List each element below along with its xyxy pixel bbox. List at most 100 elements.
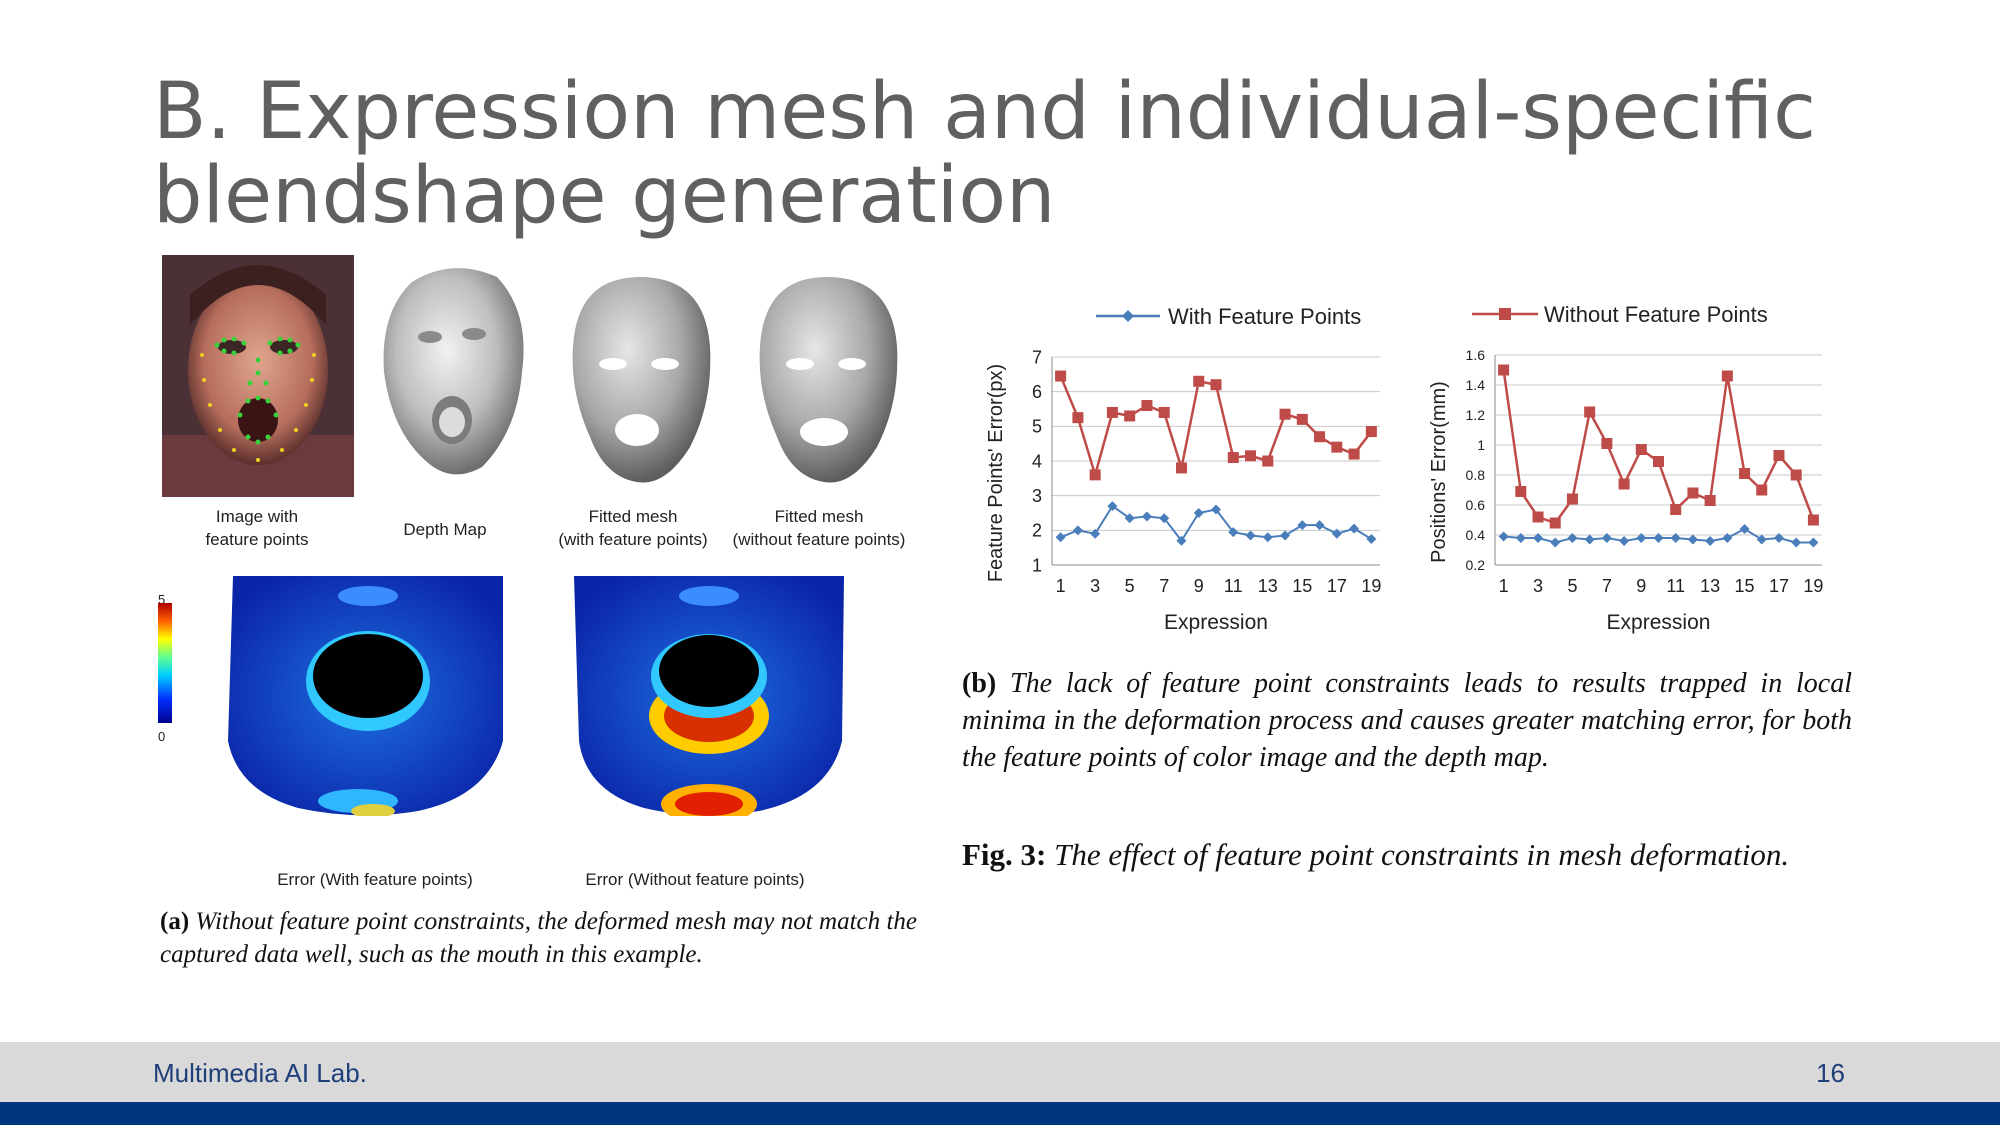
x-tick-label: 9 xyxy=(1636,576,1646,596)
data-point-with xyxy=(1619,536,1630,546)
legend-without-label: Without Feature Points xyxy=(1544,302,1768,327)
x-tick-label: 19 xyxy=(1361,576,1381,596)
data-point-with xyxy=(1349,523,1360,534)
data-point-with xyxy=(1498,531,1509,542)
caption-image-with-feature-points: Image with feature points xyxy=(172,505,342,551)
data-point-with xyxy=(1055,532,1066,543)
x-tick-label: 9 xyxy=(1194,576,1204,596)
y-axis-label: Positions' Error(mm) xyxy=(1428,381,1450,563)
x-axis-label: Expression xyxy=(1164,611,1268,634)
data-point-without xyxy=(1175,462,1187,474)
data-point-without xyxy=(1365,426,1377,438)
data-point-with xyxy=(1705,536,1716,546)
figure-b-caption: (b) The lack of feature point constraint… xyxy=(962,665,1852,776)
legend-without-feature-points: Without Feature Points xyxy=(1472,302,1768,327)
slide-title-line-1: B. Expression mesh and individual-specif… xyxy=(153,67,1817,157)
data-point-with xyxy=(1245,530,1256,541)
slide-title: B. Expression mesh and individual-specif… xyxy=(153,70,1953,238)
caption-error-without: Error (Without feature points) xyxy=(585,870,805,889)
x-tick-label: 3 xyxy=(1533,576,1543,596)
data-point-without xyxy=(1721,370,1733,382)
data-point-with xyxy=(1228,527,1239,538)
face-photo-image xyxy=(162,255,354,497)
error-map-with-feature-points xyxy=(228,576,503,816)
x-tick-label: 11 xyxy=(1666,576,1685,596)
y-tick-label: 6 xyxy=(1032,382,1042,402)
legend-with-feature-points: With Feature Points xyxy=(1096,304,1361,329)
figure-3-text: The effect of feature point constraints … xyxy=(1054,837,1790,872)
footer-bar xyxy=(0,1042,2000,1102)
data-point-without xyxy=(1279,408,1291,420)
data-point-without xyxy=(1331,441,1343,453)
x-tick-label: 13 xyxy=(1258,576,1278,596)
data-point-without xyxy=(1158,406,1170,418)
data-point-without xyxy=(1498,364,1510,376)
x-tick-label: 15 xyxy=(1292,576,1312,596)
data-point-without xyxy=(1227,452,1239,464)
depth-map-image xyxy=(383,268,524,475)
caption-line: feature points xyxy=(205,530,309,549)
data-point-without xyxy=(1773,450,1785,461)
error-map-without-feature-points xyxy=(574,576,844,816)
footer-accent-stripe xyxy=(0,1102,2000,1125)
data-point-with xyxy=(1280,530,1291,541)
data-point-without xyxy=(1141,400,1153,412)
colorbar-min-label: 0 xyxy=(158,729,166,744)
y-tick-label: 0.4 xyxy=(1466,527,1486,543)
y-tick-label: 1.6 xyxy=(1466,347,1486,363)
data-point-with xyxy=(1107,501,1118,512)
error-colorbar xyxy=(158,603,172,723)
data-point-with xyxy=(1739,524,1750,534)
chart-positions-error: 0.20.40.60.811.21.41.61 3 5 7 9 11 13 15 17 19Exp… xyxy=(1428,347,1823,634)
data-point-with xyxy=(1124,513,1135,524)
data-point-with xyxy=(1550,537,1561,548)
y-tick-label: 1.2 xyxy=(1466,407,1486,423)
figure-b-label: (b) xyxy=(962,668,997,699)
x-tick-label: 17 xyxy=(1769,576,1789,596)
x-tick-label: 1 xyxy=(1056,576,1066,596)
caption-line: Image with xyxy=(215,507,299,526)
fitted-mesh-with-image xyxy=(572,277,711,483)
data-point-without xyxy=(1193,375,1205,387)
data-point-without xyxy=(1072,412,1084,424)
y-tick-label: 0.2 xyxy=(1466,557,1486,573)
caption-depth-map: Depth Map xyxy=(403,520,487,539)
data-point-without xyxy=(1515,486,1527,497)
caption-error-with: Error (With feature points) xyxy=(277,870,473,889)
caption-fitted-mesh-without: Fitted mesh (without feature points) xyxy=(724,505,914,551)
data-point-with xyxy=(1211,504,1221,515)
colorbar-max-label: 5 xyxy=(158,592,166,607)
data-point-with xyxy=(1601,533,1612,543)
x-tick-label: 11 xyxy=(1224,576,1243,596)
data-point-with xyxy=(1653,533,1664,543)
figure-a-text: Without feature point constraints, the d… xyxy=(160,908,918,968)
y-tick-label: 4 xyxy=(1032,451,1042,471)
data-point-with xyxy=(1331,528,1342,539)
data-point-with xyxy=(1072,525,1083,536)
data-point-with xyxy=(1636,533,1647,543)
fitted-mesh-without-image xyxy=(759,277,898,483)
y-tick-label: 2 xyxy=(1032,521,1042,541)
data-point-with xyxy=(1722,533,1733,543)
data-point-with xyxy=(1176,535,1187,546)
data-point-without xyxy=(1807,514,1819,526)
data-point-with xyxy=(1756,534,1767,545)
y-tick-label: 0.8 xyxy=(1466,467,1486,483)
data-point-without xyxy=(1106,406,1118,418)
footer-lab-name: Multimedia AI Lab. xyxy=(153,1058,367,1088)
data-point-without xyxy=(1618,478,1630,490)
y-tick-label: 0.6 xyxy=(1466,497,1486,513)
data-point-with xyxy=(1314,520,1325,531)
data-point-with xyxy=(1808,537,1819,548)
y-axis-label: Feature Points' Error(px) xyxy=(985,364,1007,582)
x-tick-label: 1 xyxy=(1499,576,1509,596)
slide-title-line-2: blendshape generation xyxy=(153,151,1056,241)
data-point-with xyxy=(1141,511,1152,522)
data-point-without xyxy=(1653,456,1664,467)
x-tick-label: 7 xyxy=(1602,576,1612,596)
data-point-without xyxy=(1262,455,1274,467)
y-tick-label: 1 xyxy=(1032,555,1042,575)
x-tick-label: 19 xyxy=(1803,576,1823,596)
data-point-without xyxy=(1532,511,1544,523)
